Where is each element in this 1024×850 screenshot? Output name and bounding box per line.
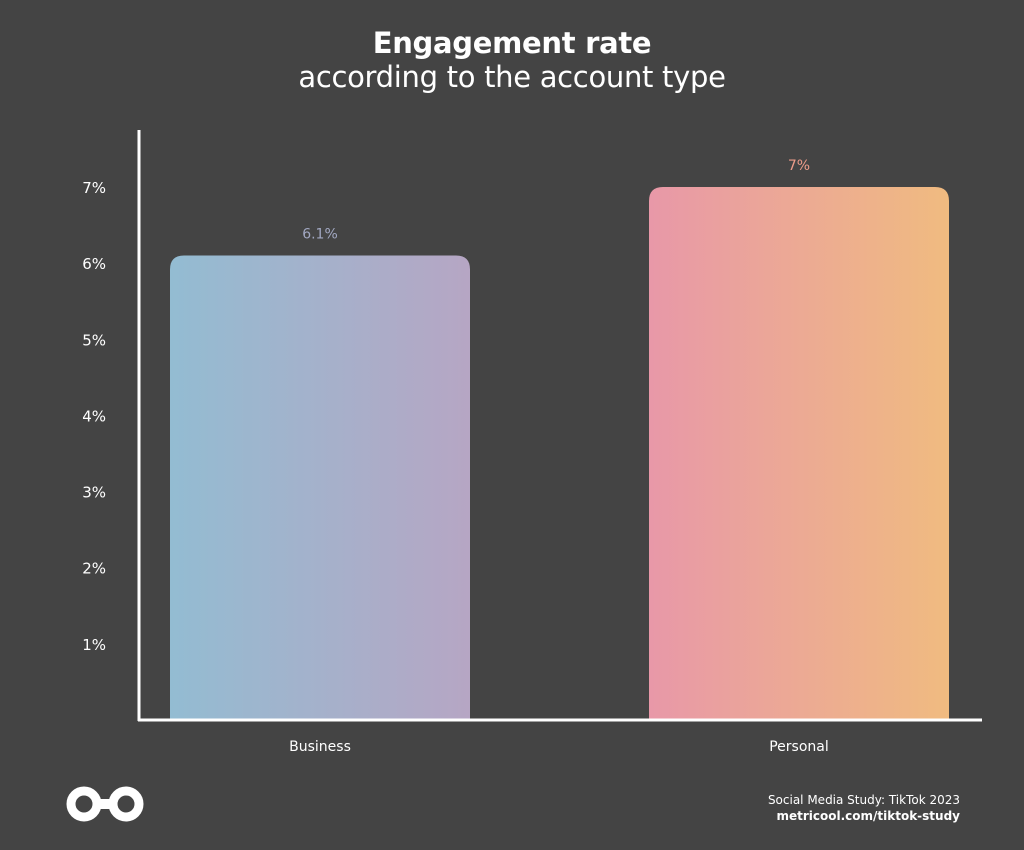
bar-business — [170, 255, 470, 720]
data-label-business: 6.1% — [302, 227, 338, 243]
metricool-logo-icon — [64, 786, 146, 826]
chart-title: Engagement rate — [372, 26, 652, 60]
y-tick-label-6: 6% — [82, 255, 106, 273]
x-tick-label-business: Business — [289, 739, 351, 755]
x-tick-label-personal: Personal — [769, 739, 829, 755]
y-tick-label-7: 7% — [82, 179, 106, 197]
y-tick-label-2: 2% — [82, 560, 106, 578]
y-tick-label-3: 3% — [82, 484, 106, 502]
y-tick-label-5: 5% — [82, 331, 106, 349]
footer-url[interactable]: metricool.com/tiktok-study — [776, 809, 960, 823]
labels-layer: 6.1% Business 7% Personal 1% 2% 3% 4% 5% 6% 7% — [82, 158, 829, 755]
bar-personal — [649, 187, 949, 720]
y-tick-label-4: 4% — [82, 407, 106, 425]
data-label-personal: 7% — [788, 158, 810, 174]
y-tick-label-1: 1% — [82, 636, 106, 654]
bars-layer — [170, 187, 949, 720]
axes-layer — [137, 130, 982, 722]
footer-source: Social Media Study: TikTok 2023 — [767, 793, 960, 807]
chart-subtitle: according to the account type — [298, 60, 726, 94]
